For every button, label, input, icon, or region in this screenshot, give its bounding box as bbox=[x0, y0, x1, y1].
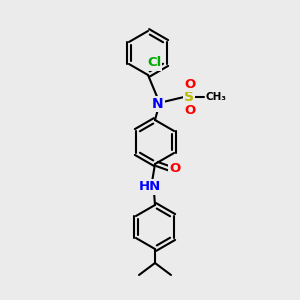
Text: S: S bbox=[184, 90, 194, 104]
Text: O: O bbox=[169, 163, 181, 176]
Text: CH₃: CH₃ bbox=[206, 92, 227, 102]
Text: HN: HN bbox=[139, 181, 161, 194]
Text: O: O bbox=[184, 103, 196, 116]
Text: N: N bbox=[152, 97, 164, 111]
Text: Cl: Cl bbox=[147, 56, 161, 70]
Text: O: O bbox=[184, 77, 196, 91]
